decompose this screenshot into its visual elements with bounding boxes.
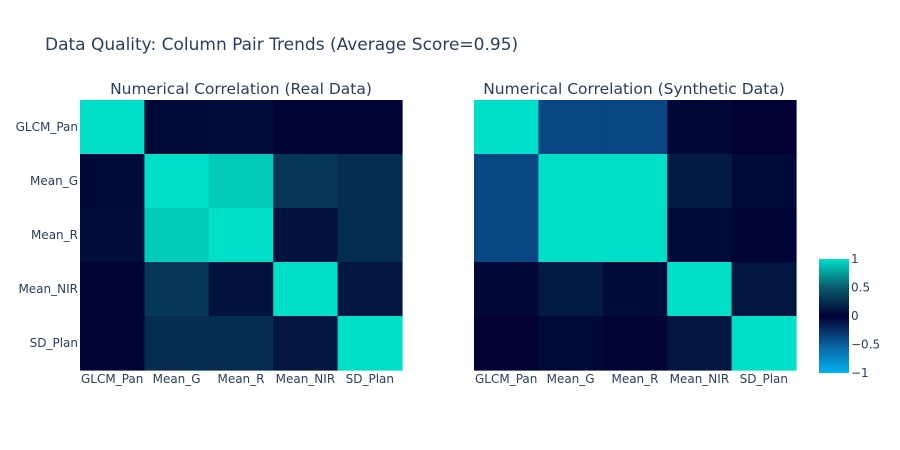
heatmap-cell-synthetic-1-2 [602, 154, 668, 209]
colorbar-tick-label: −0.5 [851, 338, 880, 352]
heatmap-cell-synthetic-0-2 [602, 100, 668, 155]
x-tick-label-real: Mean_R [217, 372, 264, 386]
y-tick-label-real: Mean_R [31, 228, 78, 242]
heatmap-cell-real-2-0 [80, 208, 145, 263]
colorbar-tick-label: 0.5 [851, 281, 870, 295]
heatmap-cell-synthetic-2-0 [474, 208, 539, 263]
heatmap-cell-synthetic-2-1 [538, 208, 604, 263]
heatmap-cell-real-1-1 [144, 154, 210, 209]
heatmap-cell-synthetic-2-2 [602, 208, 668, 263]
heatmap-cell-real-2-1 [144, 208, 210, 263]
heatmap-cell-real-0-3 [273, 100, 339, 155]
x-tick-label-synthetic: GLCM_Pan [475, 372, 537, 386]
x-tick-label-real: SD_Plan [346, 372, 394, 386]
colorbar: 1 0.5 0 −0.5 −1 [819, 252, 880, 380]
heatmap-cell-real-4-4 [337, 316, 403, 371]
panel-title-real: Numerical Correlation (Real Data) [110, 80, 372, 98]
heatmap-cells-real [80, 100, 403, 371]
heatmap-cell-real-0-2 [208, 100, 274, 155]
heatmap-cell-synthetic-3-0 [474, 262, 539, 317]
heatmap-cell-real-2-4 [337, 208, 403, 263]
heatmap-cell-real-3-3 [273, 262, 339, 317]
heatmap-cell-synthetic-0-3 [667, 100, 733, 155]
heatmap-panel-synthetic: Numerical Correlation (Synthetic Data) G… [474, 80, 797, 386]
heatmap-cell-synthetic-0-0 [474, 100, 539, 155]
heatmap-panel-real: Numerical Correlation (Real Data) GLCM_P… [16, 80, 403, 386]
heatmap-cell-real-3-2 [208, 262, 274, 317]
heatmap-cell-synthetic-3-1 [538, 262, 604, 317]
figure-title: Data Quality: Column Pair Trends (Averag… [45, 35, 518, 55]
heatmap-cell-real-3-1 [144, 262, 210, 317]
heatmap-cell-real-1-3 [273, 154, 339, 209]
heatmap-cell-synthetic-2-4 [731, 208, 797, 263]
heatmap-cell-real-0-0 [80, 100, 145, 155]
heatmap-cell-real-2-3 [273, 208, 339, 263]
colorbar-gradient [819, 259, 849, 373]
heatmap-cell-synthetic-3-3 [667, 262, 733, 317]
x-tick-label-synthetic: SD_Plan [740, 372, 788, 386]
y-axis-ticks-real: GLCM_Pan Mean_G Mean_R Mean_NIR SD_Plan [16, 120, 78, 350]
y-tick-label-real: SD_Plan [30, 336, 78, 350]
x-tick-label-synthetic: Mean_R [611, 372, 658, 386]
heatmap-cell-real-3-4 [337, 262, 403, 317]
heatmap-cell-synthetic-4-3 [667, 316, 733, 371]
heatmap-cell-real-4-1 [144, 316, 210, 371]
y-tick-label-real: GLCM_Pan [16, 120, 78, 134]
y-tick-label-real: Mean_NIR [18, 282, 78, 296]
x-axis-ticks-real: GLCM_Pan Mean_G Mean_R Mean_NIR SD_Plan [81, 372, 394, 386]
x-tick-label-real: Mean_G [153, 372, 201, 386]
x-tick-label-synthetic: Mean_G [547, 372, 595, 386]
heatmap-cell-real-4-2 [208, 316, 274, 371]
y-tick-label-real: Mean_G [30, 174, 78, 188]
heatmap-cell-synthetic-1-4 [731, 154, 797, 209]
heatmap-cell-real-1-0 [80, 154, 145, 209]
heatmap-cells-synthetic [474, 100, 797, 371]
heatmap-cell-real-2-2 [208, 208, 274, 263]
heatmap-cell-synthetic-0-1 [538, 100, 604, 155]
panel-title-synthetic: Numerical Correlation (Synthetic Data) [483, 80, 785, 98]
heatmap-cell-synthetic-0-4 [731, 100, 797, 155]
heatmap-cell-synthetic-4-1 [538, 316, 604, 371]
heatmap-cell-synthetic-3-2 [602, 262, 668, 317]
x-tick-label-synthetic: Mean_NIR [670, 372, 730, 386]
x-axis-ticks-synthetic: GLCM_Pan Mean_G Mean_R Mean_NIR SD_Plan [475, 372, 788, 386]
heatmap-cell-synthetic-4-0 [474, 316, 539, 371]
heatmap-cell-synthetic-1-3 [667, 154, 733, 209]
heatmap-cell-real-4-3 [273, 316, 339, 371]
heatmap-cell-real-0-1 [144, 100, 210, 155]
x-tick-label-real: GLCM_Pan [81, 372, 143, 386]
colorbar-tick-label: −1 [851, 366, 869, 380]
colorbar-tick-label: 1 [851, 252, 859, 266]
colorbar-tick-label: 0 [851, 309, 859, 323]
colorbar-ticks: 1 0.5 0 −0.5 −1 [851, 252, 880, 380]
heatmap-cell-synthetic-3-4 [731, 262, 797, 317]
heatmap-cell-synthetic-1-1 [538, 154, 604, 209]
heatmap-cell-synthetic-2-3 [667, 208, 733, 263]
heatmap-cell-real-1-4 [337, 154, 403, 209]
heatmap-cell-synthetic-4-2 [602, 316, 668, 371]
heatmap-cell-synthetic-1-0 [474, 154, 539, 209]
heatmap-cell-real-3-0 [80, 262, 145, 317]
x-tick-label-real: Mean_NIR [276, 372, 336, 386]
heatmap-cell-real-4-0 [80, 316, 145, 371]
heatmap-cell-real-0-4 [337, 100, 403, 155]
heatmap-cell-synthetic-4-4 [731, 316, 797, 371]
heatmap-cell-real-1-2 [208, 154, 274, 209]
